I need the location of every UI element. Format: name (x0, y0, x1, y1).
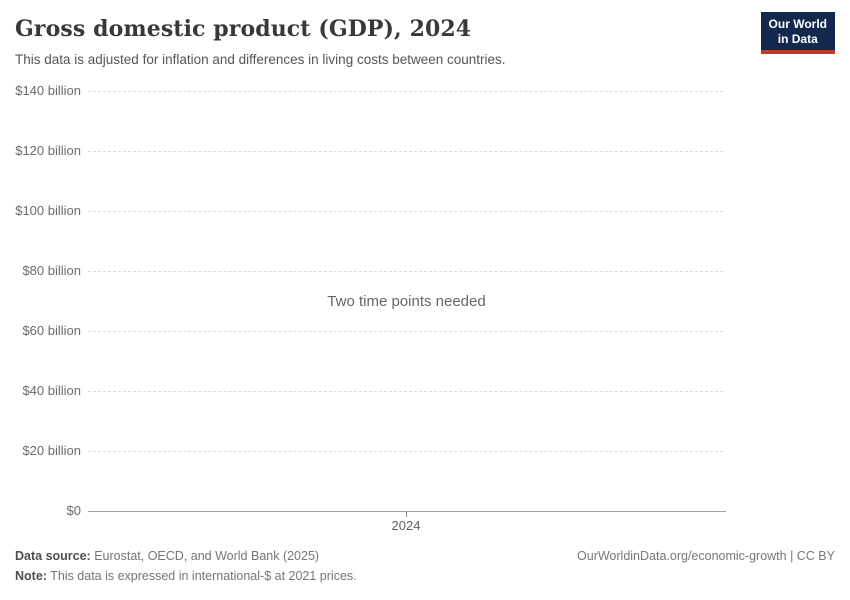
y-axis-tick-label: $100 billion (15, 203, 81, 218)
note-value: This data is expressed in international-… (46, 569, 357, 583)
y-axis-tick-label: $40 billion (22, 383, 81, 398)
gridline (88, 271, 723, 272)
gridline (88, 451, 723, 452)
y-axis-tick-label: $80 billion (22, 263, 81, 278)
empty-chart-message: Two time points needed (327, 293, 486, 310)
x-axis-tick-mark (406, 511, 407, 517)
gridline (88, 91, 723, 92)
x-axis-tick-label: 2024 (391, 518, 421, 533)
footer-data-source: Data source: Eurostat, OECD, and World B… (15, 549, 319, 563)
owid-logo-line2: in Data (777, 32, 818, 46)
gridline (88, 331, 723, 332)
gridline (88, 211, 723, 212)
footer-license-link[interactable]: OurWorldinData.org/economic-growth | CC … (577, 549, 835, 563)
y-axis-tick-label: $140 billion (15, 83, 81, 98)
gridline (88, 391, 723, 392)
note-label: Note: (15, 569, 47, 583)
y-axis-tick-label: $60 billion (22, 323, 81, 338)
gridline (88, 151, 723, 152)
data-source-value: Eurostat, OECD, and World Bank (2025) (90, 549, 320, 563)
chart-subtitle: This data is adjusted for inflation and … (15, 52, 506, 67)
data-source-label: Data source: (15, 549, 91, 563)
x-axis-line (88, 511, 726, 512)
footer-note: Note: This data is expressed in internat… (15, 569, 357, 583)
page-title: Gross domestic product (GDP), 2024 (15, 16, 472, 42)
y-axis-tick-label: $120 billion (15, 143, 81, 158)
y-axis-tick-label: $0 (66, 503, 81, 518)
owid-logo-line1: Our World (768, 17, 827, 31)
y-axis-tick-label: $20 billion (22, 443, 81, 458)
owid-logo[interactable]: Our World in Data (760, 12, 835, 54)
